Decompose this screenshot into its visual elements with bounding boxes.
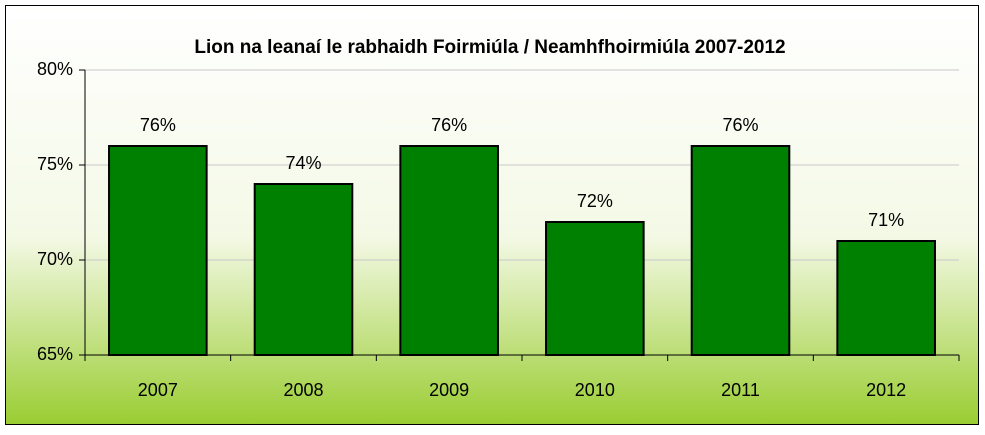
- data-label: 76%: [431, 115, 467, 135]
- x-tick-label: 2008: [283, 380, 323, 400]
- y-tick-label: 65%: [37, 344, 73, 364]
- data-label: 71%: [868, 210, 904, 230]
- x-tick-label: 2009: [429, 380, 469, 400]
- y-tick-label: 80%: [37, 59, 73, 79]
- y-tick-label: 75%: [37, 154, 73, 174]
- bar: [836, 240, 936, 356]
- data-label: 76%: [722, 115, 758, 135]
- bar: [690, 145, 791, 356]
- x-tick-label: 2007: [138, 380, 178, 400]
- x-tick-label: 2012: [866, 380, 906, 400]
- bar: [545, 221, 645, 356]
- y-tick-label: 70%: [37, 249, 73, 269]
- x-tick-label: 2011: [721, 380, 760, 400]
- data-label: 72%: [577, 191, 613, 211]
- x-tick-label: 2010: [575, 380, 615, 400]
- data-label: 74%: [285, 153, 321, 173]
- chart-title: Lion na leanaí le rabhaidh Foirmiúla / N…: [194, 37, 785, 58]
- data-label: 76%: [140, 115, 176, 135]
- bar: [399, 145, 499, 356]
- bar: [108, 145, 208, 356]
- bar: [253, 183, 354, 356]
